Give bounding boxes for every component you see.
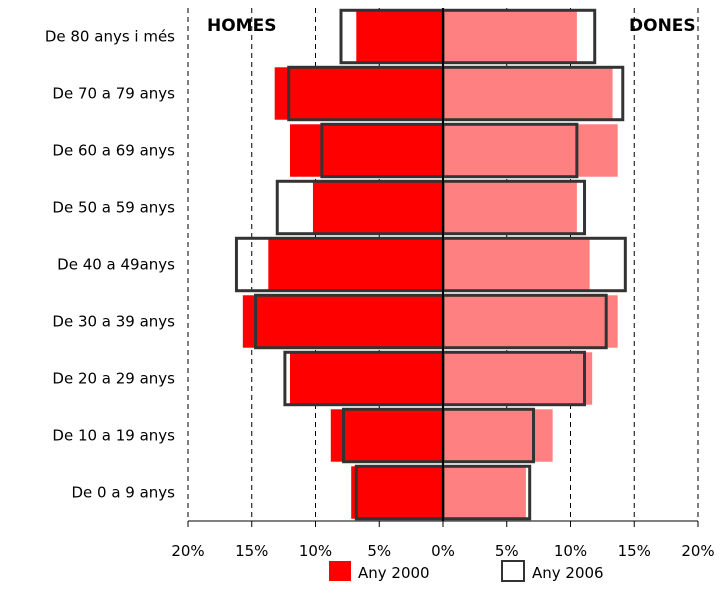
bar-2000-dones [443, 238, 590, 291]
category-label: De 50 a 59 anys [52, 199, 175, 217]
category-labels-layer: De 80 anys i més De 70 a 79 anys De 60 a 6… [45, 28, 175, 502]
legend: Any 2000 Any 2006 [329, 560, 604, 582]
bar-2000-homes [351, 466, 443, 519]
bar-2000-dones [443, 352, 593, 405]
bar-2000-homes [330, 409, 443, 462]
x-tick-label: 20% [171, 542, 204, 560]
bar-2000-homes [312, 181, 443, 234]
category-label: De 70 a 79 anys [52, 85, 175, 103]
x-tick-label: 20% [681, 542, 714, 560]
x-tick-label: 15% [618, 542, 651, 560]
legend-swatch-2000 [329, 561, 351, 581]
x-tick-label: 10% [299, 542, 332, 560]
side-label-homes: HOMES [207, 16, 276, 36]
category-label: De 30 a 39 anys [52, 313, 175, 331]
x-tick-label: 5% [495, 542, 519, 560]
category-label: De 40 a 49anys [57, 256, 175, 274]
legend-label-2006: Any 2006 [532, 564, 604, 582]
bar-2000-dones [443, 124, 618, 177]
legend-swatch-2006 [501, 560, 525, 582]
side-label-dones: DONES [629, 16, 696, 36]
category-label: De 10 a 19 anys [52, 427, 175, 445]
bar-2000-homes [290, 124, 443, 177]
category-label: De 60 a 69 anys [52, 142, 175, 160]
bar-2000-dones [443, 466, 526, 519]
bar-2000-homes [274, 67, 443, 120]
bar-2000-homes [290, 352, 443, 405]
x-tick-label: 15% [235, 542, 268, 560]
x-ticks-layer: 20% 15% 10% 5% 0% 5% 10% 15% 20% [171, 521, 715, 560]
x-tick-label: 5% [367, 542, 391, 560]
bars-2000-layer [242, 10, 618, 519]
category-label: De 80 anys i més [45, 28, 175, 46]
bar-2000-homes [268, 238, 443, 291]
bar-2000-dones [443, 409, 553, 462]
category-label: De 20 a 29 anys [52, 370, 175, 388]
x-tick-label: 10% [554, 542, 587, 560]
bar-2000-dones [443, 181, 577, 234]
bar-2000-dones [443, 10, 577, 63]
bar-2000-homes [242, 295, 443, 348]
category-label: De 0 a 9 anys [71, 484, 175, 502]
x-tick-label: 0% [431, 542, 455, 560]
bar-2000-dones [443, 67, 613, 120]
bar-2000-dones [443, 295, 618, 348]
bar-2000-homes [356, 10, 443, 63]
legend-label-2000: Any 2000 [358, 564, 430, 582]
